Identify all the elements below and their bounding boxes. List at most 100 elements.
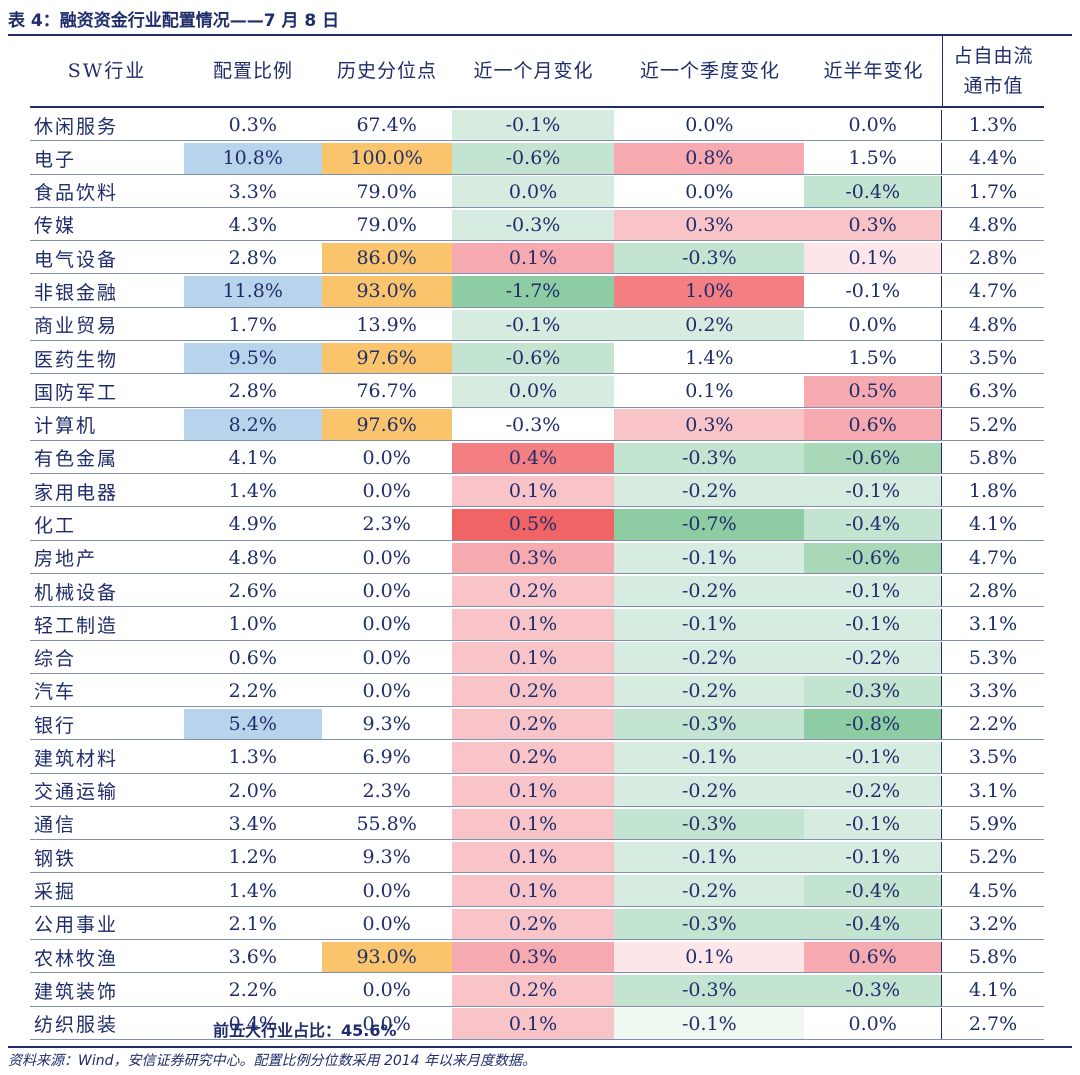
cell-1q-change: 0.1%	[685, 380, 734, 403]
header-industry: SW行业	[67, 60, 147, 82]
cell-6m-change: -0.2%	[804, 775, 942, 806]
cell-6m-change: -0.1%	[804, 808, 942, 840]
cell-industry: 化工	[34, 514, 77, 537]
cell-allocation-ratio: 2.8%	[228, 247, 277, 270]
header-1m-change: 近一个月变化	[473, 60, 594, 82]
cell-1q-change: -0.3%	[614, 442, 805, 474]
cell-allocation-ratio: 4.9%	[228, 513, 277, 536]
cell-free-float-share: 3.2%	[941, 908, 1044, 940]
cell-free-float-share: 5.2%	[941, 842, 1044, 873]
cell-free-float-share: 2.2%	[941, 708, 1044, 740]
cell-allocation-ratio: 4.8%	[228, 546, 277, 569]
cell-allocation-ratio: 0.4%	[228, 1012, 277, 1035]
cell-percentile: 55.8%	[356, 812, 417, 835]
cell-industry: 轻工制造	[34, 614, 119, 637]
cell-free-float-share: 4.5%	[941, 875, 1044, 906]
cell-6m-change: 0.6%	[804, 409, 942, 440]
cell-1m-change: 0.3%	[451, 542, 615, 573]
cell-percentile: 76.7%	[356, 380, 417, 403]
cell-1q-change: -0.1%	[614, 742, 805, 773]
cell-free-float-share: 4.8%	[941, 309, 1044, 340]
cell-percentile: 97.6%	[321, 409, 452, 440]
cell-allocation-ratio: 2.1%	[228, 912, 277, 935]
table-row: 房地产 4.8% 0.0% 0.3% -0.1% -0.6% 4.7%	[30, 542, 1044, 574]
table-row: 采掘 1.4% 0.0% 0.1% -0.2% -0.4% 4.5%	[30, 875, 1044, 907]
cell-1q-change: -0.2%	[614, 642, 805, 673]
source-note: 资料来源：Wind，安信证券研究中心。配置比例分位数采用 2014 年以来月度数…	[8, 1053, 537, 1069]
cell-percentile: 0.0%	[362, 580, 411, 603]
cell-industry: 食品饮料	[34, 182, 119, 205]
cell-percentile: 0.0%	[362, 613, 411, 636]
cell-free-float-share: 6.3%	[941, 376, 1044, 407]
cell-free-float-share: 5.8%	[941, 941, 1044, 973]
cell-percentile: 0.0%	[362, 679, 411, 702]
summary-row: 前五大行业占比：45.6%	[30, 1014, 1044, 1044]
table-row: 轻工制造 1.0% 0.0% 0.1% -0.1% -0.1% 3.1%	[30, 609, 1044, 641]
cell-1m-change: 0.3%	[451, 941, 615, 973]
cell-allocation-ratio: 4.1%	[228, 446, 277, 469]
cell-industry: 通信	[34, 814, 77, 837]
cell-free-float-share: 4.4%	[941, 143, 1044, 174]
table-row: 家用电器 1.4% 0.0% 0.1% -0.2% -0.1% 1.8%	[30, 475, 1044, 508]
header-6m-change: 近半年变化	[823, 60, 924, 82]
cell-percentile: 0.0%	[362, 979, 411, 1002]
cell-industry: 非银金融	[34, 281, 119, 304]
cell-6m-change: -0.4%	[804, 875, 942, 906]
cell-1m-change: -1.7%	[451, 276, 615, 307]
table-title: 表 4：融资资金行业配置情况——7 月 8 日	[8, 11, 340, 31]
cell-6m-change: -0.1%	[804, 575, 942, 607]
cell-allocation-ratio: 5.4%	[183, 708, 322, 740]
cell-allocation-ratio: 2.0%	[228, 779, 277, 802]
cell-percentile: 67.4%	[356, 114, 417, 137]
cell-1m-change: 0.1%	[451, 808, 615, 840]
cell-free-float-share: 4.7%	[941, 542, 1044, 573]
cell-1q-change: -0.2%	[614, 675, 805, 707]
cell-6m-change: -0.4%	[804, 509, 942, 540]
cell-6m-change: -0.3%	[804, 975, 942, 1006]
cell-1q-change: -0.1%	[614, 842, 805, 873]
table-row: 纺织服装 0.4% 0.0% 0.1% -0.1% 0.0% 2.7%	[30, 1008, 1044, 1040]
table-row: 食品饮料 3.3% 79.0% 0.0% 0.0% -0.4% 1.7%	[30, 176, 1044, 208]
cell-percentile: 97.6%	[321, 342, 452, 374]
table-row: 传媒 4.3% 79.0% -0.3% 0.3% 0.3% 4.8%	[30, 209, 1044, 242]
cell-allocation-ratio: 1.4%	[228, 480, 277, 503]
cell-6m-change: 0.0%	[848, 313, 897, 336]
cell-free-float-share: 3.1%	[941, 609, 1044, 640]
cell-industry: 公用事业	[34, 914, 119, 937]
cell-percentile: 0.0%	[362, 546, 411, 569]
cell-percentile: 0.0%	[362, 446, 411, 469]
bottom-rule	[8, 1046, 1072, 1048]
cell-free-float-share: 1.8%	[941, 475, 1044, 507]
cell-percentile: 13.9%	[356, 313, 417, 336]
cell-1m-change: -0.1%	[451, 309, 615, 340]
cell-6m-change: 0.3%	[804, 209, 942, 241]
cell-1m-change: 0.1%	[451, 609, 615, 640]
cell-1q-change: -0.2%	[614, 875, 805, 906]
cell-industry: 农林牧渔	[34, 947, 119, 970]
top-rule	[8, 34, 1072, 36]
cell-1m-change: 0.1%	[451, 842, 615, 873]
table-row: 计算机 8.2% 97.6% -0.3% 0.3% 0.6% 5.2%	[30, 409, 1044, 441]
cell-free-float-share: 3.3%	[941, 675, 1044, 707]
cell-allocation-ratio: 1.3%	[228, 746, 277, 769]
cell-percentile: 6.9%	[362, 746, 411, 769]
cell-1m-change: 0.2%	[451, 742, 615, 773]
cell-6m-change: -0.1%	[804, 609, 942, 640]
table-row: 电子 10.8% 100.0% -0.6% 0.8% 1.5% 4.4%	[30, 143, 1044, 175]
cell-allocation-ratio: 8.2%	[183, 409, 322, 440]
cell-1q-change: 0.0%	[685, 180, 734, 203]
cell-percentile: 100.0%	[321, 143, 452, 174]
cell-6m-change: -0.1%	[845, 280, 901, 303]
cell-6m-change: 0.6%	[804, 941, 942, 973]
top5-share-summary: 前五大行业占比：45.6%	[213, 1021, 397, 1040]
table-row: 化工 4.9% 2.3% 0.5% -0.7% -0.4% 4.1%	[30, 509, 1044, 541]
cell-allocation-ratio: 4.3%	[228, 213, 277, 236]
cell-percentile: 86.0%	[321, 243, 452, 274]
cell-1q-change: -0.2%	[614, 775, 805, 806]
cell-1q-change: -0.3%	[614, 808, 805, 840]
cell-1q-change: 0.3%	[614, 209, 805, 241]
cell-free-float-share: 4.7%	[941, 276, 1044, 307]
cell-allocation-ratio: 3.6%	[228, 946, 277, 969]
cell-allocation-ratio: 1.7%	[228, 313, 277, 336]
table-row: 有色金属 4.1% 0.0% 0.4% -0.3% -0.6% 5.8%	[30, 442, 1044, 475]
